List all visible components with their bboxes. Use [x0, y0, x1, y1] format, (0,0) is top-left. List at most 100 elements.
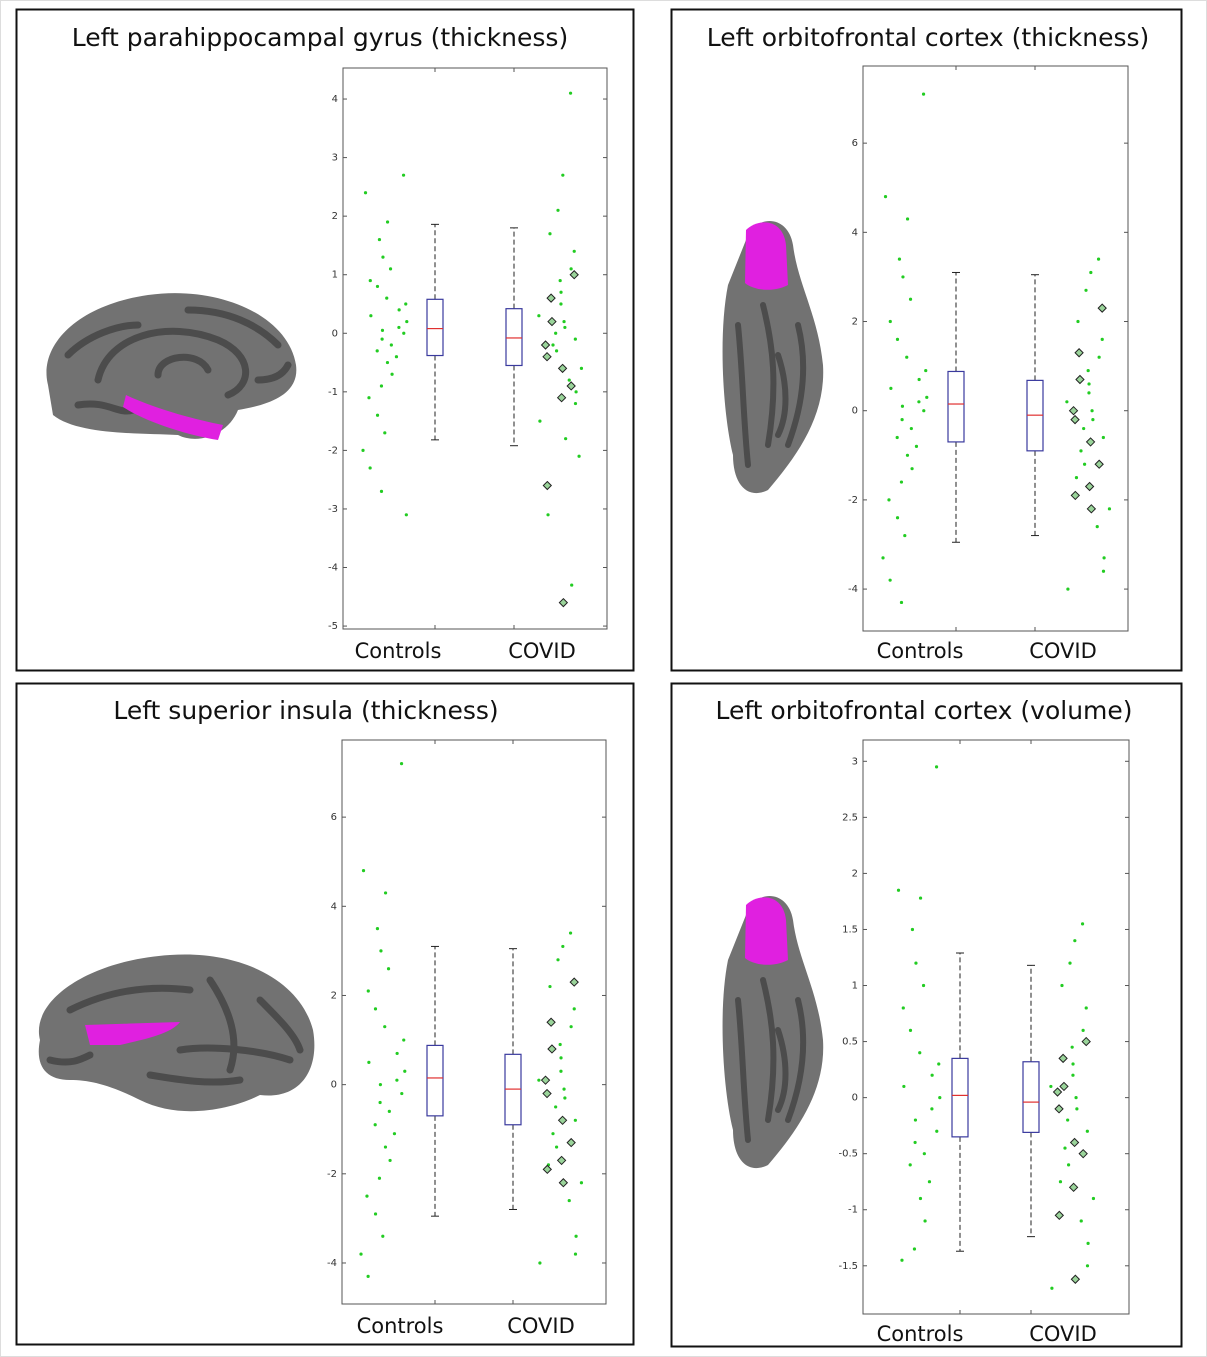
- y-tick-label: -4: [848, 584, 858, 595]
- data-point: [402, 331, 406, 335]
- brain-lateral: [38, 954, 315, 1112]
- highlighted-point: [1074, 348, 1084, 358]
- data-point: [1091, 1196, 1096, 1201]
- data-point: [1070, 1045, 1074, 1049]
- data-point: [378, 1083, 383, 1087]
- highlighted-point: [1054, 1210, 1065, 1221]
- y-tick-label: 4: [331, 901, 337, 912]
- highlighted-point: [557, 1115, 568, 1126]
- data-point: [373, 1212, 378, 1216]
- data-point: [927, 1180, 932, 1184]
- data-point: [386, 967, 391, 971]
- data-point: [899, 480, 904, 484]
- data-point: [392, 1132, 397, 1136]
- data-point: [1058, 1180, 1063, 1184]
- data-point: [373, 1123, 377, 1127]
- data-point: [1085, 1264, 1090, 1268]
- data-point: [395, 1051, 399, 1056]
- data-point: [368, 466, 372, 470]
- y-tick-label: -2: [848, 495, 858, 506]
- highlighted-point: [569, 977, 579, 987]
- data-point: [918, 1196, 923, 1201]
- highlighted-point: [1084, 481, 1095, 492]
- data-point: [921, 92, 926, 96]
- data-point: [380, 337, 384, 341]
- highlighted-point: [1068, 406, 1079, 416]
- data-point: [567, 1198, 571, 1203]
- data-point: [569, 1025, 573, 1029]
- data-point: [914, 444, 919, 448]
- panel-frame: [670, 682, 1183, 1348]
- data-point: [551, 1132, 555, 1136]
- data-point: [573, 1252, 578, 1256]
- data-point: [1101, 569, 1106, 573]
- data-point: [361, 869, 366, 873]
- data-point: [567, 378, 571, 382]
- data-point: [895, 435, 899, 440]
- data-point: [897, 257, 902, 261]
- data-point: [1071, 1062, 1075, 1066]
- data-point: [887, 498, 891, 502]
- data-point: [881, 556, 885, 560]
- y-tick-label: -4: [327, 1258, 337, 1269]
- data-point: [899, 600, 904, 605]
- highlighted-point: [566, 1137, 576, 1148]
- y-tick-label: -0.5: [838, 1149, 858, 1160]
- data-point: [554, 331, 558, 335]
- panel-frame: [15, 8, 635, 672]
- chart-title: Left superior insula (thickness): [113, 696, 498, 725]
- data-point: [558, 278, 562, 283]
- data-point: [889, 386, 893, 391]
- data-point: [1102, 556, 1106, 560]
- data-point: [900, 418, 904, 422]
- data-point: [913, 1140, 917, 1145]
- highlighted-point: [1081, 1036, 1091, 1047]
- data-point: [930, 1107, 934, 1111]
- data-point: [1100, 337, 1104, 341]
- data-point: [914, 961, 918, 965]
- data-point: [1082, 462, 1087, 466]
- data-point: [1089, 270, 1093, 275]
- data-point: [1084, 288, 1088, 292]
- box: [426, 298, 444, 357]
- plot-area: [862, 739, 1130, 1315]
- data-point: [572, 249, 576, 253]
- y-tick-label: -2: [328, 445, 338, 456]
- data-point: [401, 173, 406, 177]
- data-point: [922, 1152, 926, 1156]
- data-point: [375, 926, 380, 931]
- data-point: [383, 1025, 387, 1029]
- highlighted-point: [1059, 1081, 1069, 1092]
- data-point: [397, 308, 401, 312]
- data-point: [924, 368, 928, 373]
- data-point: [905, 355, 909, 359]
- y-tick-label: -1: [328, 387, 338, 398]
- data-point: [562, 1087, 566, 1091]
- data-point: [901, 275, 905, 279]
- data-point: [568, 931, 573, 935]
- data-point: [388, 267, 393, 271]
- data-point: [1082, 426, 1086, 431]
- y-tick-label: 0: [331, 1080, 337, 1091]
- y-tick-label: -4: [328, 563, 338, 574]
- data-point: [383, 1145, 388, 1149]
- data-point: [923, 1219, 927, 1223]
- data-point: [573, 337, 577, 341]
- data-point: [925, 395, 929, 399]
- data-point: [381, 1234, 385, 1238]
- data-point: [918, 896, 923, 900]
- data-point: [1079, 1219, 1083, 1223]
- chart-title: Left orbitofrontal cortex (thickness): [707, 23, 1150, 52]
- data-point: [389, 343, 393, 347]
- data-point: [377, 1176, 382, 1180]
- data-point: [1090, 409, 1094, 413]
- data-point: [1074, 1096, 1078, 1100]
- highlighted-point: [569, 270, 579, 280]
- data-point: [910, 927, 915, 932]
- data-point: [937, 1062, 941, 1066]
- data-point: [579, 366, 584, 371]
- data-point: [1087, 382, 1091, 386]
- data-point: [405, 319, 409, 324]
- data-point: [559, 1069, 563, 1073]
- data-point: [900, 404, 905, 408]
